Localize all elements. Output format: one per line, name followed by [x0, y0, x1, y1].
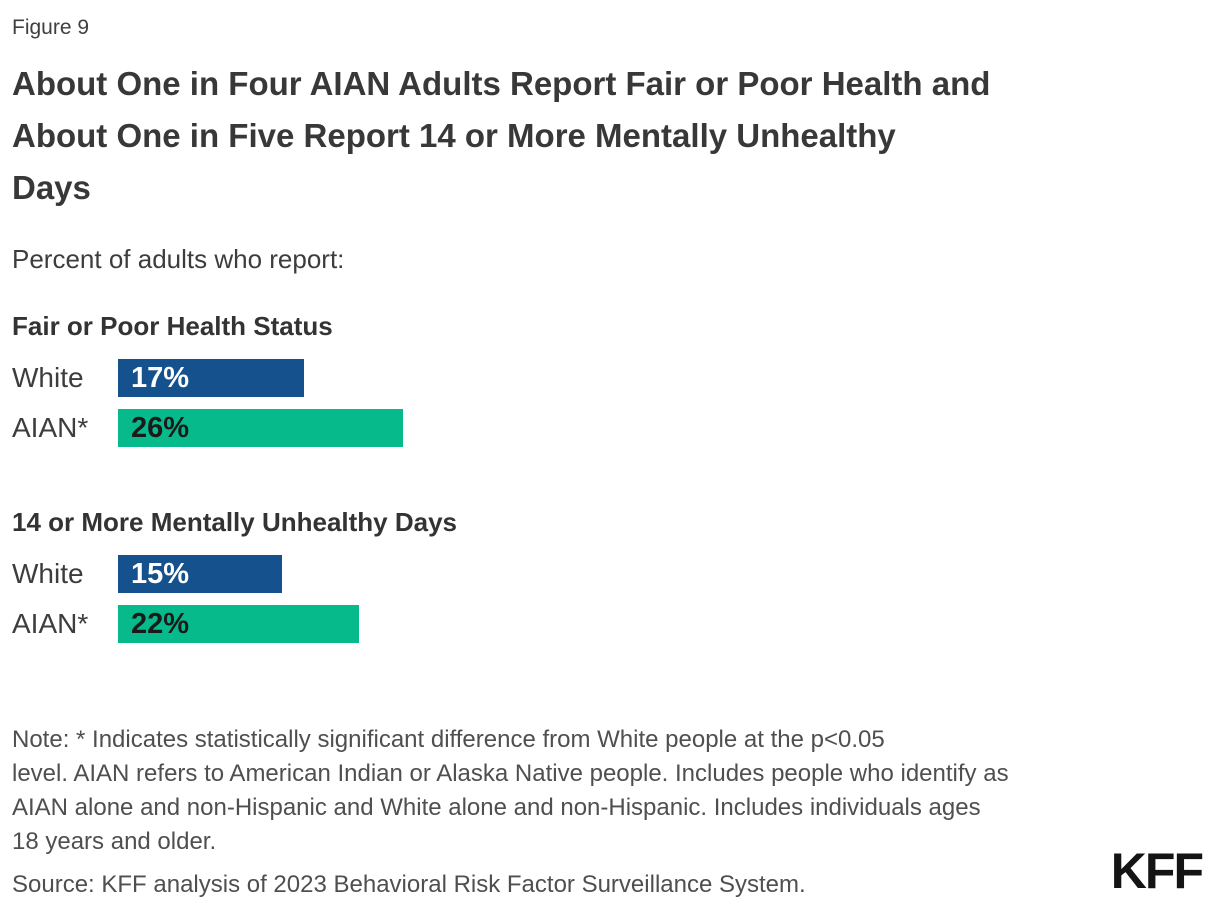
bar-value-label: 22% — [131, 607, 190, 640]
figure-number-label: Figure 9 — [12, 16, 90, 39]
bar-aian-mental: 22% — [118, 605, 359, 643]
chart-section-fair-poor-health: Fair or Poor Health Status White 17% AIA… — [12, 311, 1200, 447]
bar-row-aian-fair-poor: AIAN* 26% — [12, 409, 1200, 447]
bar-row-label-aian: AIAN* — [12, 608, 89, 639]
bar-row-white-fair-poor: White 17% — [12, 359, 1200, 397]
bar-row-aian-mental: AIAN* 22% — [12, 605, 1200, 643]
bar-row-label-aian: AIAN* — [12, 412, 89, 443]
bar-white-mental: 15% — [118, 555, 282, 593]
bar-value-label: 26% — [131, 411, 190, 444]
chart-section-mentally-unhealthy-days: 14 or More Mentally Unhealthy Days White… — [12, 507, 1200, 643]
bar-value-label: 17% — [131, 361, 190, 394]
kff-logo: KFF — [1110, 843, 1204, 899]
bar-row-label-white: White — [12, 362, 84, 393]
bar-row-white-mental: White 15% — [12, 555, 1200, 593]
figure-title: About One in Four AIAN Adults Report Fai… — [12, 65, 991, 206]
bar-row-label-white: White — [12, 558, 84, 589]
section-heading-fair-poor-health: Fair or Poor Health Status — [12, 311, 333, 341]
figure-note: Note: * Indicates statistically signific… — [12, 726, 1009, 855]
bar-aian-fair-poor: 26% — [118, 409, 403, 447]
figure-subtitle: Percent of adults who report: — [12, 244, 345, 274]
section-heading-mentally-unhealthy-days: 14 or More Mentally Unhealthy Days — [12, 507, 458, 537]
figure-source: Source: KFF analysis of 2023 Behavioral … — [12, 871, 806, 898]
bar-value-label: 15% — [131, 557, 190, 590]
bar-white-fair-poor: 17% — [118, 359, 304, 397]
